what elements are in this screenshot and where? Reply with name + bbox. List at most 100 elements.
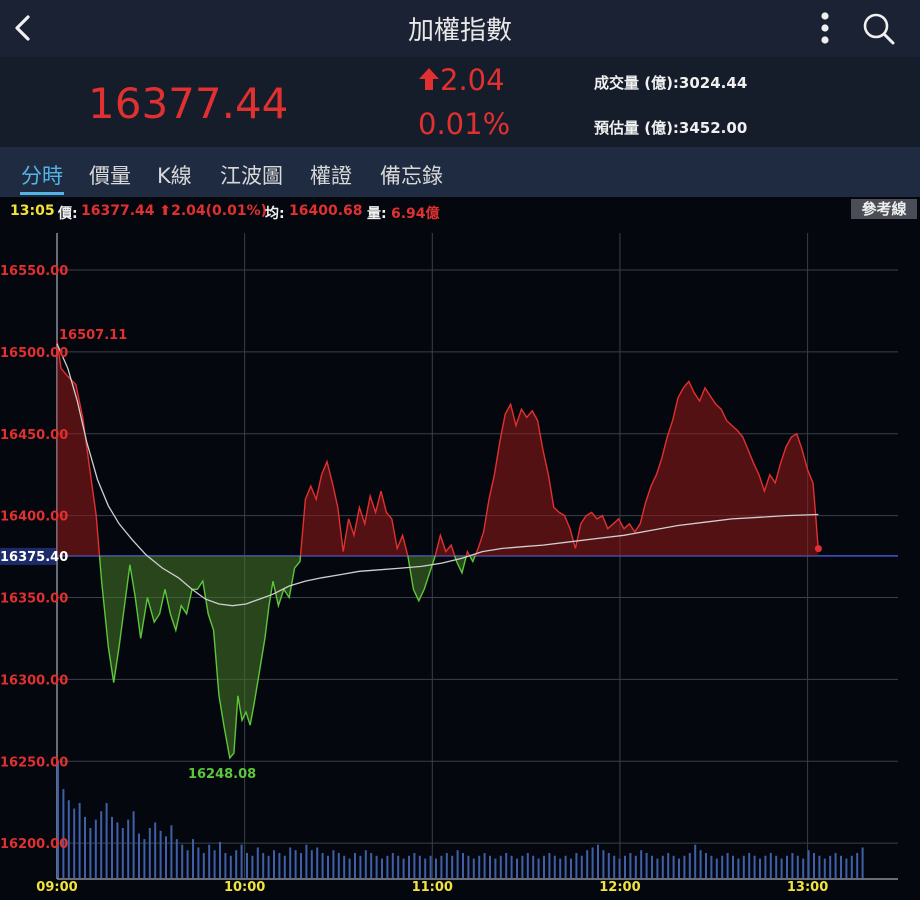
low-label: 16248.08 [188,767,256,782]
volume-bar [494,858,497,878]
x-tick-label: 09:00 [36,880,77,895]
volume-bar [348,858,351,878]
volume-bar [726,853,729,878]
active-tab-indicator [20,192,64,195]
volume-bar [769,853,772,878]
volume-bar [564,855,567,878]
volume-bar [516,858,518,878]
volume-bar [678,858,680,878]
volume-bar [327,855,329,878]
volume-bar [305,844,308,878]
volume-bar [289,847,292,878]
volume-bar [618,858,621,878]
index-price: 16377.44 [88,79,289,128]
volume-bar [672,855,675,878]
volume-bar [186,850,189,878]
volume-bar [386,855,389,878]
volume-bar [283,855,286,878]
average-line [56,343,819,607]
kebab-icon[interactable] [815,11,835,45]
volume-bar [559,858,562,878]
volume-bar [640,850,643,878]
volume-bar [154,822,157,878]
volume-bar [310,850,313,878]
volume-bar [202,853,205,878]
page-title: 加權指數 [407,16,512,46]
volume-bar [699,850,702,878]
volume-bar [213,850,216,878]
chevron-left-icon[interactable] [8,10,38,46]
volume-bar [402,858,405,878]
info-price-label: 價: [58,206,78,222]
volume-bar [753,855,756,878]
volume-bar [483,853,486,878]
volume-bar [548,853,551,878]
volume-bar [359,855,362,878]
volume-bar [840,855,842,878]
volume-bar [553,855,556,878]
info-vol-label: 量: [367,206,387,222]
volume-bar [786,855,788,878]
price-change: 2.04 [418,63,505,97]
trade-volume: 成交量 (億):3024.44 [594,74,748,92]
volume-bar [267,855,270,878]
volume-bar [510,855,513,878]
volume-bar [219,841,221,878]
volume-bar [462,853,464,878]
volume-bar [165,836,167,878]
volume-bar [246,853,248,878]
tab-k-line[interactable]: K線 [157,164,192,188]
info-bar: 13:05 價: 16377.44 ⬆2.04(0.01%) 均: 16400.… [0,197,920,223]
volume-bar [424,858,427,878]
volume-bar [375,855,378,878]
volume-bar [294,850,297,878]
tab-warrants[interactable]: 權證 [310,164,352,188]
volume-bar [602,850,605,878]
search-icon[interactable] [860,10,898,48]
volume-bar [499,855,502,878]
volume-bar [127,819,130,878]
volume-bar [829,855,832,878]
volume-bar [418,855,421,878]
volume-bar [332,850,335,878]
volume-bar [175,839,178,878]
volume-bar [316,847,319,878]
volume-bar [521,855,524,878]
volume-bar [688,853,691,878]
y-tick-label: 16550.00 [0,264,68,279]
volume-bar [710,855,713,878]
x-tick-label: 10:00 [224,880,265,895]
volume-bar [813,853,815,878]
tab-price-volume[interactable]: 價量 [89,164,131,188]
volume-bar [364,850,367,878]
volume-bar [235,850,238,878]
tab-jiang-bo[interactable]: 江波圖 [220,164,283,188]
quote-panel: 16377.44 2.04 0.01% 成交量 (億):3024.44 預估量 … [0,57,920,147]
volume-bar [543,855,545,878]
volume-bar [229,855,232,878]
volume-bar [73,808,76,878]
volume-bar [575,853,578,878]
price-area-down [57,555,819,758]
volume-bar [802,858,805,878]
volume-bar [472,858,475,878]
volume-bar [240,844,243,878]
volume-bar [148,828,151,878]
y-tick-label: 16400.00 [0,510,68,525]
volume-bar [197,847,200,878]
volume-bar [300,853,302,878]
reference-line-button[interactable]: 參考線 [851,199,917,219]
volume-bar [337,853,340,878]
volume-bar [613,855,616,878]
volume-bar [451,855,454,878]
info-price-value: 16377.44 ⬆2.04(0.01%) [81,203,268,219]
x-tick-label: 11:00 [412,880,453,895]
info-vol-value: 6.94億 [391,206,440,222]
tab-intraday[interactable]: 分時 [21,164,63,188]
volume-bar [748,853,751,878]
volume-bar [796,855,799,878]
tab-memo[interactable]: 備忘錄 [380,164,443,188]
volume-bar [170,825,173,878]
volume-bar [278,853,281,878]
volume-bar [67,800,70,878]
